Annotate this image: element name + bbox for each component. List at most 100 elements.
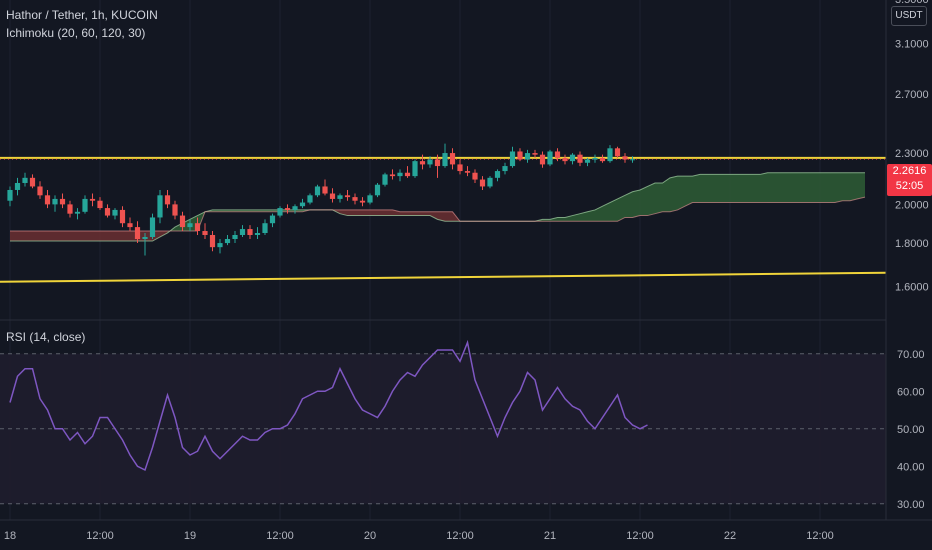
candle[interactable] <box>149 213 156 240</box>
candle[interactable] <box>592 154 598 163</box>
candle[interactable] <box>472 169 478 183</box>
candle[interactable] <box>419 154 426 170</box>
candle[interactable] <box>179 211 186 232</box>
candle[interactable] <box>134 221 141 244</box>
candle[interactable] <box>502 162 508 175</box>
time-axis[interactable]: 18 12:00 19 12:00 20 12:00 21 12:00 22 12:00 <box>4 530 834 542</box>
candle[interactable] <box>59 193 66 209</box>
support-line[interactable] <box>0 271 887 283</box>
candle[interactable] <box>37 181 43 199</box>
candle[interactable] <box>494 169 501 182</box>
candle[interactable] <box>404 166 411 178</box>
candle[interactable] <box>487 176 493 189</box>
candle[interactable] <box>337 193 343 203</box>
candle[interactable] <box>397 169 403 182</box>
candle[interactable] <box>14 177 21 196</box>
candle[interactable] <box>277 206 283 218</box>
candle[interactable] <box>599 154 606 163</box>
candle[interactable] <box>44 189 51 209</box>
candle[interactable] <box>622 153 628 163</box>
currency-unit-button[interactable]: USDT <box>891 6 927 26</box>
rsi-line[interactable] <box>9 339 648 472</box>
candles[interactable] <box>7 143 636 256</box>
candle[interactable] <box>284 204 291 214</box>
candle[interactable] <box>292 204 298 214</box>
candle[interactable] <box>74 208 81 220</box>
candle[interactable] <box>29 174 36 189</box>
symbol-title[interactable]: Hathor / Tether, 1h, KUCOIN <box>6 8 158 22</box>
candle[interactable] <box>89 193 96 207</box>
price-tick-label: 1.6000 <box>895 281 929 293</box>
rsi-axis[interactable]: 70.00 60.00 50.00 40.00 30.00 <box>897 349 925 511</box>
candle[interactable] <box>367 193 373 205</box>
candle[interactable] <box>427 156 433 168</box>
candle[interactable] <box>7 186 13 207</box>
candle[interactable] <box>584 157 591 167</box>
candle[interactable] <box>464 166 471 177</box>
cloud-segment <box>835 172 843 203</box>
candle[interactable] <box>442 143 448 168</box>
candle[interactable] <box>577 151 583 167</box>
candle[interactable] <box>352 193 358 205</box>
candle[interactable] <box>269 213 276 228</box>
candle[interactable] <box>562 154 568 165</box>
candle[interactable] <box>112 208 118 220</box>
candle[interactable] <box>67 200 73 218</box>
candle[interactable] <box>329 188 336 203</box>
candle[interactable] <box>374 182 381 198</box>
candle[interactable] <box>509 146 516 168</box>
candle[interactable] <box>104 204 111 218</box>
candle[interactable] <box>119 206 126 228</box>
candle[interactable] <box>187 219 193 232</box>
candle[interactable] <box>517 148 523 162</box>
candle[interactable] <box>434 154 441 178</box>
candle[interactable] <box>629 156 636 163</box>
cloud-segment <box>167 227 175 234</box>
rsi-legend[interactable]: RSI (14, close) <box>6 330 86 344</box>
candle[interactable] <box>247 225 253 240</box>
candle[interactable] <box>224 234 231 246</box>
candle[interactable] <box>524 149 531 163</box>
candle[interactable] <box>389 169 396 180</box>
candle[interactable] <box>569 153 576 165</box>
candle[interactable] <box>299 198 306 209</box>
candle[interactable] <box>479 176 486 190</box>
candle[interactable] <box>539 151 546 168</box>
candle[interactable] <box>449 148 456 170</box>
candle[interactable] <box>217 239 223 254</box>
candle[interactable] <box>82 195 88 214</box>
price-axis[interactable]: 3.5000 3.1000 2.7000 2.3000 2.0000 1.8000 1.60… <box>895 0 929 293</box>
candle[interactable] <box>262 219 268 235</box>
candle[interactable] <box>412 159 418 178</box>
candle[interactable] <box>547 149 553 167</box>
candle[interactable] <box>554 148 561 162</box>
candle[interactable] <box>382 172 388 187</box>
ichimoku-legend[interactable]: Ichimoku (20, 60, 120, 30) <box>6 26 146 40</box>
candle[interactable] <box>532 149 538 158</box>
candle[interactable] <box>457 159 463 175</box>
candle[interactable] <box>359 197 366 207</box>
candle[interactable] <box>322 179 328 196</box>
candle[interactable] <box>209 231 216 252</box>
candle[interactable] <box>127 217 133 232</box>
candle[interactable] <box>307 193 313 205</box>
candle[interactable] <box>607 145 613 163</box>
candle[interactable] <box>232 231 238 244</box>
candle[interactable] <box>97 197 103 210</box>
candle[interactable] <box>142 233 148 256</box>
candle[interactable] <box>254 227 261 240</box>
cloud-segment <box>767 172 775 203</box>
candle[interactable] <box>239 225 246 237</box>
candle[interactable] <box>314 184 321 198</box>
candle[interactable] <box>157 189 163 224</box>
candle[interactable] <box>194 217 201 235</box>
candle[interactable] <box>202 223 208 240</box>
candle[interactable] <box>22 172 28 187</box>
candle-body <box>329 193 336 199</box>
candle[interactable] <box>172 200 178 220</box>
candle[interactable] <box>344 189 351 201</box>
candle[interactable] <box>614 146 621 158</box>
candle[interactable] <box>164 189 171 209</box>
candle[interactable] <box>52 195 58 212</box>
